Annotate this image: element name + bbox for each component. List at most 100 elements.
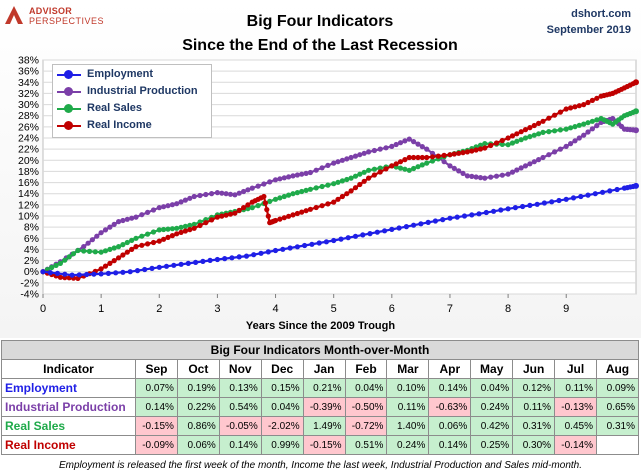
series-marker-real-income: [377, 169, 383, 175]
series-marker-real-sales: [165, 226, 171, 232]
series-marker-real-income: [178, 229, 184, 235]
series-marker-real-income: [209, 217, 215, 223]
series-marker-real-income: [325, 201, 331, 207]
series-marker-real-sales: [557, 127, 564, 133]
series-marker-real-sales: [75, 247, 81, 254]
series-marker-industrial-production: [411, 139, 417, 145]
y-tick-label: 12%: [18, 199, 39, 211]
series-marker-real-income: [133, 244, 139, 250]
series-marker-real-sales: [111, 245, 117, 251]
series-marker-employment: [360, 232, 366, 238]
series-marker-real-sales: [585, 120, 591, 126]
series-marker-real-income: [357, 181, 363, 188]
table-header-month: Jun: [512, 359, 556, 379]
y-tick-label: 36%: [18, 66, 39, 78]
series-marker-real-income: [303, 208, 309, 214]
chart-title-line1: Big Four Indicators: [246, 13, 394, 30]
series-marker-real-sales: [522, 135, 529, 141]
series-marker-real-sales: [249, 205, 255, 211]
y-tick-label: 4%: [24, 244, 39, 256]
series-marker-real-income: [145, 241, 151, 247]
series-marker-employment: [214, 256, 220, 263]
table-cell: 0.25%: [470, 435, 514, 455]
series-marker-real-sales: [116, 244, 122, 250]
table-header-month: Mar: [386, 359, 430, 379]
series-marker-industrial-production: [451, 165, 457, 171]
y-tick-label: 28%: [18, 110, 39, 122]
series-marker-industrial-production: [290, 173, 296, 179]
series-marker-industrial-production: [294, 172, 300, 178]
series-marker-real-sales: [92, 249, 98, 255]
table-cell: -0.13%: [554, 397, 597, 417]
series-marker-employment: [185, 260, 191, 266]
legend-entry-real-income: Real Income: [53, 118, 211, 134]
series-marker-real-income: [319, 203, 325, 209]
series-marker-employment: [403, 224, 409, 230]
series-marker-industrial-production: [576, 135, 582, 141]
series-marker-industrial-production: [335, 159, 341, 165]
series-marker-real-income: [552, 112, 558, 118]
series-marker-real-income: [313, 204, 319, 211]
series-marker-real-sales: [120, 242, 126, 248]
x-tick-label: 6: [389, 303, 395, 315]
table-header-month: Oct: [176, 359, 220, 379]
series-marker-employment: [461, 213, 468, 219]
series-marker-industrial-production: [165, 203, 171, 209]
series-marker-employment: [352, 233, 359, 239]
series-marker-real-sales: [133, 235, 139, 241]
series-marker-real-sales: [174, 225, 180, 231]
series-marker-industrial-production: [139, 212, 145, 218]
table-cell: 0.06%: [176, 435, 220, 455]
series-marker-industrial-production: [383, 145, 389, 151]
series-marker-industrial-production: [460, 170, 466, 176]
series-marker-real-income: [568, 105, 574, 111]
table-cell: -0.05%: [218, 416, 262, 436]
series-marker-real-income: [265, 213, 271, 219]
table-row: Real Income -0.09% 0.06% 0.14% 0.99% -0.15% 0.…: [1, 435, 640, 455]
series-marker-real-income: [107, 260, 113, 266]
series-marker-real-income: [469, 148, 475, 154]
series-marker-real-income: [261, 193, 267, 200]
series-marker-industrial-production: [145, 209, 151, 215]
series-marker-industrial-production: [261, 181, 267, 187]
series-marker-real-income: [633, 79, 639, 86]
series-marker-industrial-production: [161, 204, 167, 210]
series-marker-industrial-production: [203, 191, 209, 198]
series-marker-industrial-production: [389, 143, 395, 149]
series-marker-real-sales: [402, 166, 408, 172]
series-marker-employment: [280, 246, 286, 252]
series-marker-real-sales: [568, 125, 574, 131]
table-cell: 0.24%: [386, 435, 430, 455]
series-marker-industrial-production: [133, 214, 139, 220]
series-marker-real-income: [182, 228, 188, 234]
series-marker-real-income: [557, 109, 564, 115]
series-marker-real-sales: [514, 138, 520, 144]
series-marker-industrial-production: [441, 159, 447, 165]
table-cell: -0.09%: [135, 435, 178, 455]
series-marker-real-sales: [169, 226, 175, 232]
series-marker-real-sales: [546, 129, 552, 135]
table-cell: -0.72%: [344, 416, 388, 436]
series-marker-industrial-production: [415, 141, 421, 147]
y-tick-label: 10%: [18, 211, 39, 223]
table-header-month: Nov: [218, 359, 262, 379]
table-cell: 0.24%: [470, 397, 514, 417]
series-marker-employment: [570, 195, 577, 201]
series-marker-real-sales: [482, 141, 488, 147]
series-marker-real-sales: [536, 131, 542, 137]
series-marker-employment: [98, 271, 104, 277]
series-marker-industrial-production: [227, 191, 234, 197]
series-marker-industrial-production: [357, 152, 363, 158]
series-marker-real-income: [214, 214, 220, 220]
series-marker-real-sales: [191, 221, 197, 227]
series-marker-industrial-production: [488, 174, 494, 180]
legend-label-real-sales: Real Sales: [87, 102, 143, 114]
series-marker-real-income: [98, 266, 104, 272]
table-cell: 0.21%: [302, 378, 346, 398]
legend-dot-real-sales: [64, 104, 73, 113]
table-cell: 0.15%: [260, 378, 304, 398]
series-marker-real-sales: [518, 137, 524, 143]
series-marker-employment: [505, 206, 511, 212]
series-marker-real-income: [120, 252, 126, 258]
series-marker-employment: [251, 252, 257, 258]
